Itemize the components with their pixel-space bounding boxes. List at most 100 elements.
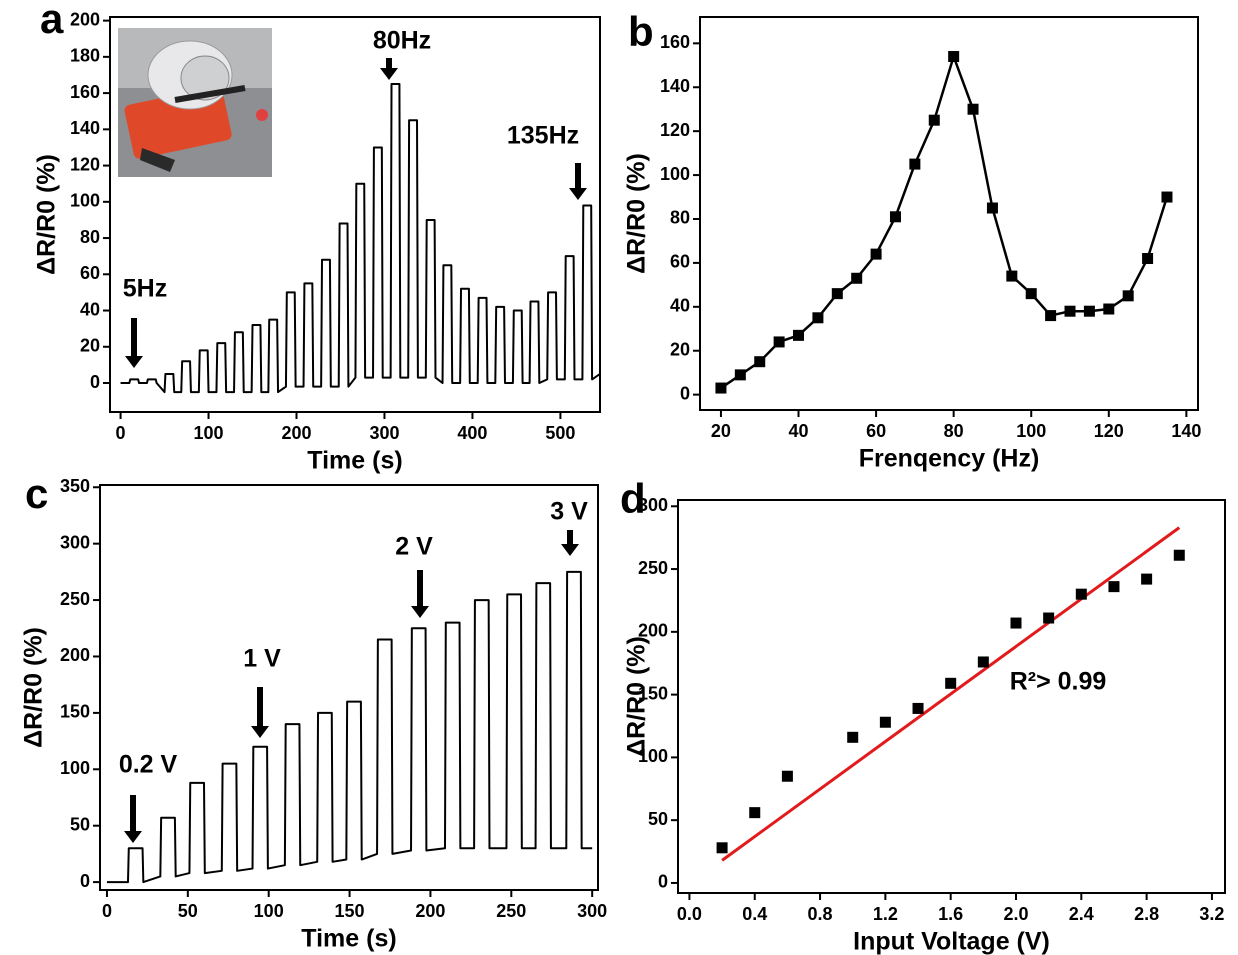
x-tick-label: 20 [711,421,731,441]
data-point [1173,549,1185,561]
y-tick-label: 0 [80,871,90,891]
arrow-head [561,544,579,556]
y-tick-label: 300 [60,532,90,552]
x-tick-label: 100 [1016,421,1046,441]
x-tick-label: 2.8 [1134,904,1159,924]
data-point [977,656,989,668]
y-tick-label: 250 [60,589,90,609]
data-point [1025,288,1037,300]
y-tick-label: 140 [660,76,690,96]
annotation: 80Hz [373,27,431,55]
annotation: 135Hz [507,122,579,150]
x-tick-label: 150 [335,901,365,921]
x-tick-label: 40 [788,421,808,441]
data-point [773,336,785,348]
data-point [1043,612,1055,624]
x-tick-label: 3.2 [1199,904,1224,924]
data-line [106,570,593,884]
y-tick-label: 100 [660,164,690,184]
data-point [986,202,998,214]
data-point [1161,191,1173,203]
x-tick-label: 50 [178,901,198,921]
y-tick-label: 0 [680,383,690,403]
x-axis-title: Input Voltage (V) [853,928,1050,955]
data-point [851,272,863,284]
x-tick-label: 0.4 [742,904,767,924]
data-point [812,312,824,324]
annotation: 1 V [243,645,281,673]
x-tick-label: 100 [194,423,224,443]
x-tick-label: 200 [415,901,445,921]
data-point [909,158,921,170]
y-axis-title: ΔR/R0 (%) [623,153,651,274]
data-point [948,51,960,63]
y-axis-title: ΔR/R0 (%) [623,636,651,757]
data-line [720,55,1169,390]
y-tick-label: 80 [670,208,690,228]
panel-label: b [628,8,654,55]
data-point [1108,581,1120,593]
y-tick-label: 150 [60,702,90,722]
x-tick-label: 0 [102,901,112,921]
y-tick-label: 120 [70,154,100,174]
y-tick-label: 120 [660,120,690,140]
arrow-head [569,188,587,200]
y-tick-label: 140 [70,118,100,138]
data-point [945,677,957,689]
panel-label: d [620,475,646,522]
x-tick-label: 0 [116,423,126,443]
x-tick-label: 2.4 [1069,904,1094,924]
data-point [1064,305,1076,317]
x-axis-title: Time (s) [301,925,396,953]
x-tick-label: 400 [457,423,487,443]
annotation: 0.2 V [119,751,178,779]
data-point [1083,305,1095,317]
annotation: 3 V [550,498,588,526]
data-point [716,842,728,854]
data-point [847,731,859,743]
arrow-head [125,356,143,368]
y-tick-label: 50 [648,809,668,829]
y-tick-label: 180 [70,46,100,66]
plot-frame [109,16,601,413]
data-point [1122,290,1134,302]
data-point [793,329,805,341]
data-point [912,702,924,714]
arrow-head [380,68,398,80]
y-tick-label: 60 [670,252,690,272]
arrow-head [411,606,429,618]
y-tick-label: 160 [70,82,100,102]
y-tick-label: 40 [80,299,100,319]
fit-line [721,526,1181,862]
data-point [715,382,727,394]
y-axis-title: ΔR/R0 (%) [20,627,48,748]
y-tick-label: 200 [638,621,668,641]
data-point [1075,588,1087,600]
data-point [967,103,979,115]
data-point [1006,270,1018,282]
y-tick-label: 350 [60,476,90,496]
x-tick-label: 300 [577,901,607,921]
data-point [734,369,746,381]
x-tick-label: 0.8 [808,904,833,924]
data-point [754,356,766,368]
x-tick-label: 120 [1094,421,1124,441]
y-tick-label: 40 [670,296,690,316]
panel-label: c [25,470,48,517]
data-point [879,716,891,728]
y-tick-label: 200 [60,645,90,665]
x-tick-label: 1.6 [938,904,963,924]
x-tick-label: 100 [254,901,284,921]
x-tick-label: 80 [944,421,964,441]
x-tick-label: 140 [1171,421,1201,441]
data-point [1010,617,1022,629]
y-tick-label: 0 [658,872,668,892]
y-tick-label: 300 [638,495,668,515]
annotation: R²> 0.99 [1010,668,1107,696]
data-point [889,211,901,223]
y-tick-label: 80 [80,227,100,247]
arrow-head [124,831,142,843]
annotation: 5Hz [123,275,167,303]
data-point [870,248,882,260]
